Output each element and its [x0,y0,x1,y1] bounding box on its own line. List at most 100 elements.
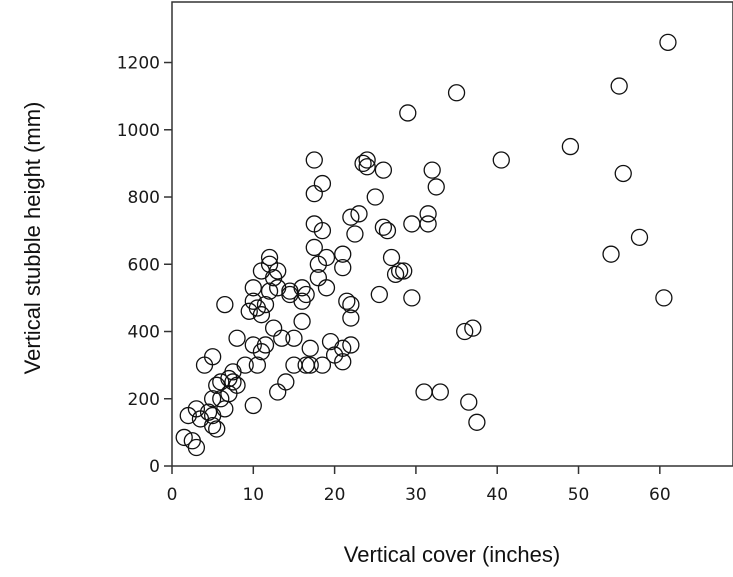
data-point [236,356,254,374]
data-point [334,339,352,357]
y-tick-label: 400 [128,323,160,343]
data-point [285,356,303,374]
plot-frame [171,1,733,467]
data-point [610,77,628,95]
data-point [374,161,393,179]
data-point [204,348,222,366]
data-point [204,390,222,408]
data-point [342,295,360,314]
data-point [240,302,258,320]
data-point [269,383,287,401]
data-point [614,164,632,183]
data-point [244,279,262,297]
data-point [285,329,303,347]
data-point [358,158,376,176]
data-point [370,285,388,304]
data-point [382,248,401,267]
y-tick-label: 600 [128,255,160,275]
data-point [403,289,421,307]
data-point [419,205,437,223]
x-tick-label: 20 [324,485,346,505]
data-point [264,319,283,337]
data-point [334,353,352,371]
data-point [386,265,405,283]
data-point [212,373,230,391]
data-point [208,420,226,438]
data-point [244,396,262,415]
y-tick-label: 1200 [117,54,160,74]
data-point [212,390,230,408]
x-tick-label: 60 [649,485,671,505]
data-point [354,154,372,173]
data-point [346,225,364,243]
data-point [256,295,275,314]
y-axis-title: Vertical stubble height (mm) [20,102,45,375]
data-point [492,151,510,169]
data-point [317,248,336,267]
data-point [305,238,323,257]
data-point [399,104,417,122]
data-point [338,292,356,310]
data-point [431,383,449,401]
data-point [228,376,246,394]
data-point [305,151,323,169]
data-point [464,319,482,337]
data-point [256,336,275,354]
data-point [293,312,311,331]
data-points [175,33,677,457]
data-point [281,285,299,304]
data-point [374,218,393,236]
x-tick-label: 10 [242,485,264,505]
data-point [305,185,323,203]
x-tick-label: 50 [568,485,590,505]
data-point [655,289,673,307]
data-point [313,174,332,193]
x-axis-title: Vertical cover (inches) [344,542,560,567]
data-point [252,306,271,324]
data-point [313,356,332,374]
data-point [248,356,267,374]
data-point [630,228,649,247]
data-point [423,161,441,179]
data-point [224,373,242,391]
data-point [281,282,299,300]
data-point [395,262,413,280]
y-tick-label: 0 [149,457,160,477]
data-point [427,178,445,196]
y-tick-label: 200 [128,390,160,410]
data-point [260,248,279,267]
data-point [602,245,620,263]
data-point [366,188,384,206]
data-point [216,400,234,418]
data-point [415,383,433,401]
data-point [301,339,319,357]
data-point [260,282,279,300]
data-point [199,403,218,421]
data-point [273,329,291,347]
x-tick-label: 0 [167,485,178,505]
data-point [297,285,315,304]
data-point [301,356,319,374]
data-point [269,262,287,280]
data-point [358,151,376,169]
data-point [313,221,332,240]
data-point [277,373,295,391]
data-point [317,279,336,297]
data-point [659,33,677,51]
data-point [342,208,360,226]
data-point [456,322,474,341]
data-point [216,295,234,314]
data-point [342,309,360,327]
x-tick-label: 30 [405,485,427,505]
data-point [342,336,360,354]
data-point [403,215,421,233]
data-point [447,84,466,102]
data-point [561,137,580,156]
data-point [175,428,193,447]
y-tick-label: 800 [128,188,160,208]
data-point [350,205,368,223]
data-point [187,400,206,418]
data-point [204,417,222,435]
